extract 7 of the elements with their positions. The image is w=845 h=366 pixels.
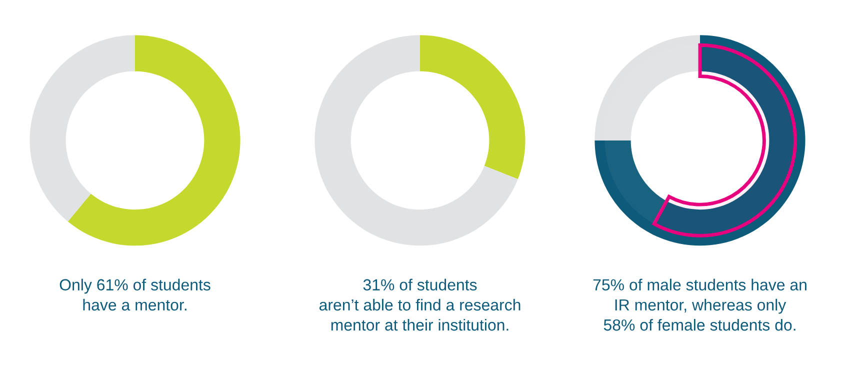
donut-slice [420, 35, 526, 180]
donut-slice [30, 35, 135, 222]
text: 75% of male students have an IR mentor, whereas only 58% of female students do. [593, 278, 806, 331]
text: Only 61% of students have a mentor. [60, 278, 210, 311]
donut-slice [68, 35, 240, 246]
text: 31% of students aren’t able to find a research mentor at their institution. [319, 278, 520, 331]
donut-slice [314, 35, 518, 246]
